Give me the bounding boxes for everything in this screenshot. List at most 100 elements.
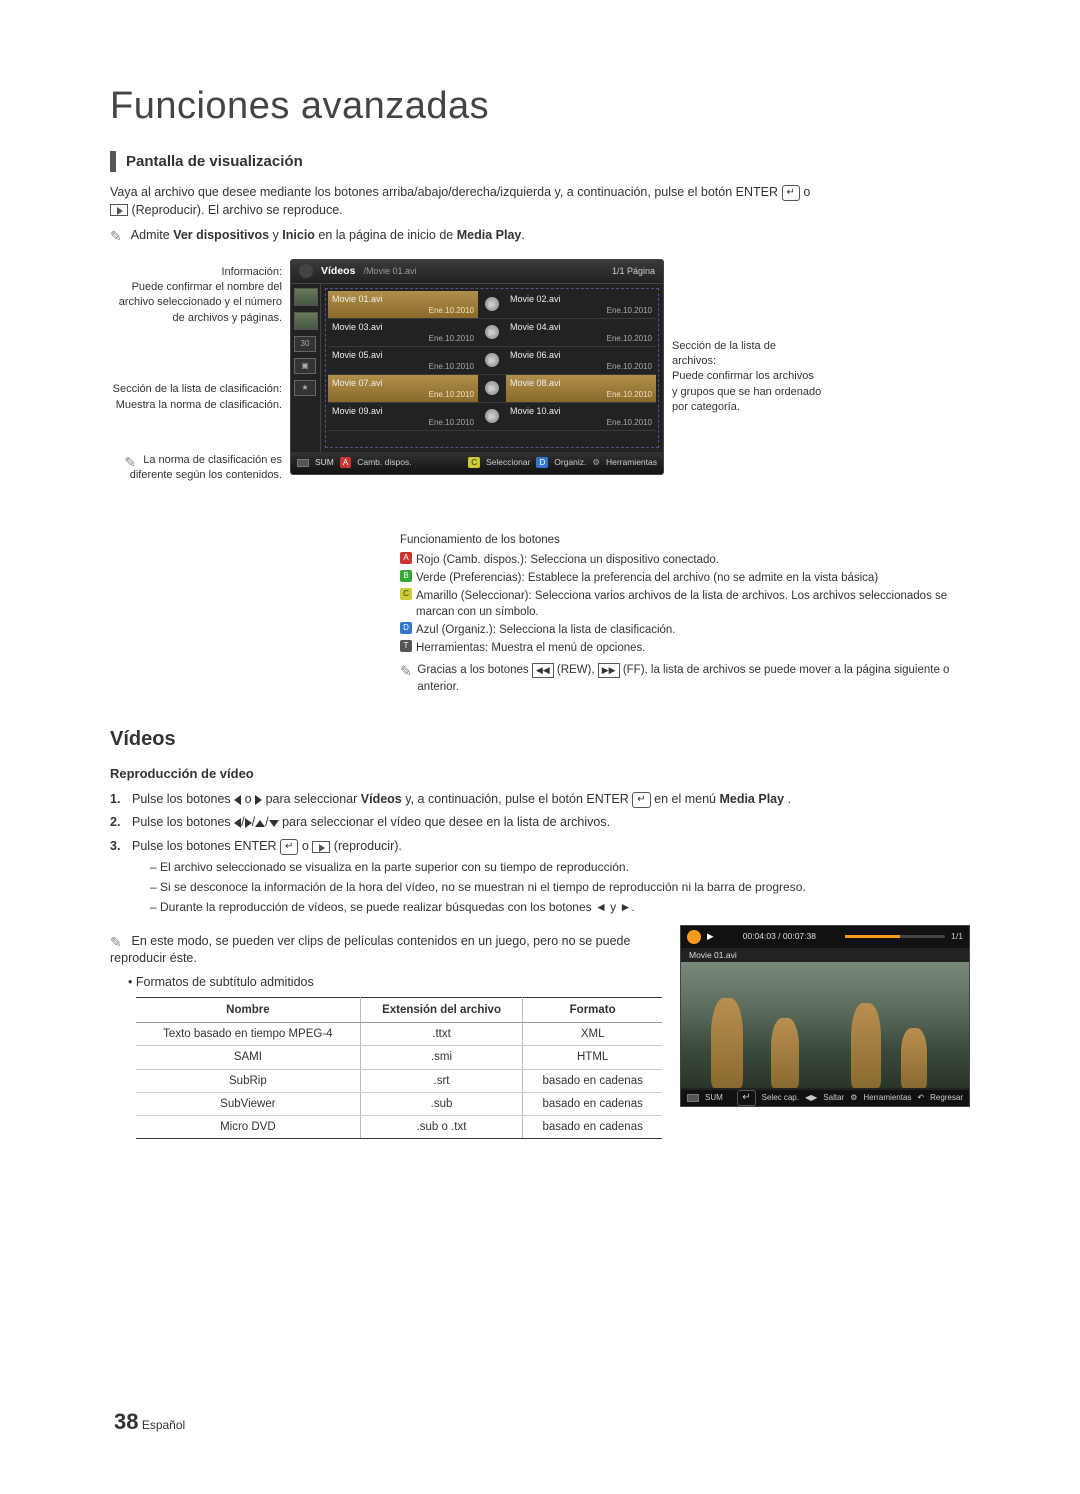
intro-text-a: Vaya al archivo que desee mediante los b…	[110, 185, 778, 199]
vp-return-icon: ↶	[917, 1092, 924, 1103]
file-cell[interactable]: Movie 05.aviEne.10.2010	[328, 347, 478, 375]
file-cell[interactable]: Movie 09.aviEne.10.2010	[328, 403, 478, 431]
triangle-left-icon	[234, 818, 241, 828]
button-a-text: Camb. dispos.	[357, 457, 411, 469]
tools-icon[interactable]: ⚙	[592, 457, 600, 469]
nav-note: ✎ Gracias a los botones ◀◀ (REW), ▶▶ (FF…	[400, 662, 970, 694]
page-title: Funciones avanzadas	[110, 80, 970, 133]
sidebar-sort-icon[interactable]: ▣	[294, 358, 316, 374]
play-button[interactable]: ▶	[478, 403, 506, 431]
step1-bold1: Vídeos	[361, 792, 402, 806]
dash-item: Durante la reproducción de vídeos, se pu…	[150, 899, 970, 916]
file-cell[interactable]: Movie 01.aviEne.10.2010	[328, 291, 478, 319]
table-cell: basado en cadenas	[523, 1115, 662, 1138]
note-bold3: Media Play	[457, 228, 522, 242]
bf-text: : Selecciona la lista de clasificación.	[493, 624, 676, 636]
callout-info-body: Puede confirmar el nombre del archivo se…	[110, 280, 282, 326]
nav-note-a: Gracias a los botones	[417, 664, 531, 676]
button-functions: Funcionamiento de los botones A Rojo (Cam…	[400, 532, 970, 695]
vp-herr[interactable]: Herramientas	[863, 1092, 911, 1103]
bf-title: Funcionamiento de los botones	[400, 532, 970, 548]
intro-text-b: o	[803, 185, 810, 199]
step-num: 3.	[110, 838, 132, 919]
step1-b: o	[245, 792, 255, 806]
step1-c: para seleccionar	[266, 792, 361, 806]
bf-row: DAzul (Organiz.): Selecciona la lista de…	[400, 622, 970, 638]
file-cell[interactable]: Movie 10.aviEne.10.2010	[506, 403, 656, 431]
file-cell[interactable]: Movie 07.aviEne.10.2010	[328, 375, 478, 403]
step-3: 3. Pulse los botones ENTER ↵ o (reproduc…	[110, 838, 970, 919]
ss-header: Vídeos /Movie 01.avi 1/1 Página	[291, 260, 663, 284]
bf-bold: Verde (Preferencias)	[416, 572, 521, 584]
dash-item: Si se desconoce la información de la hor…	[150, 879, 970, 896]
vp-saltar-icon: ◀▶	[805, 1092, 817, 1103]
play-button[interactable]: ▶	[478, 291, 506, 319]
sidebar-sort-icon[interactable]: ★	[294, 380, 316, 396]
step3-b: o	[302, 839, 312, 853]
step-num: 1.	[110, 791, 132, 809]
button-badge: T	[400, 640, 412, 652]
triangle-left-icon	[234, 795, 241, 805]
button-badge-d[interactable]: D	[536, 457, 548, 468]
vp-filename: Movie 01.avi	[689, 950, 737, 962]
sidebar-sort-icon[interactable]: 30	[294, 336, 316, 352]
step-1: 1. Pulse los botones o para seleccionar …	[110, 791, 970, 809]
step3-a: Pulse los botones ENTER	[132, 839, 277, 853]
vp-play-icon[interactable]: ▶	[707, 931, 714, 943]
play-button[interactable]: ▶	[478, 319, 506, 347]
file-cell[interactable]: Movie 03.aviEne.10.2010	[328, 319, 478, 347]
table-cell: .sub o .txt	[360, 1115, 523, 1138]
vp-progress[interactable]	[845, 935, 945, 938]
triangle-right-icon	[245, 818, 252, 828]
file-cell[interactable]: Movie 08.aviEne.10.2010	[506, 375, 656, 403]
callout-class-note: ✎ La norma de clasificación es diferente…	[110, 453, 282, 484]
tools-text: Herramientas	[606, 457, 657, 469]
page-number: 38 Español	[114, 1407, 185, 1438]
videos-note1: ✎ En este modo, se pueden ver clips de p…	[110, 933, 662, 968]
step3-dashes: El archivo seleccionado se visualiza en …	[132, 859, 970, 915]
note-mid: y	[273, 228, 283, 242]
play-button[interactable]: ▶	[478, 347, 506, 375]
play-button[interactable]: ▶	[478, 375, 506, 403]
bf-row: BVerde (Preferencias): Establece la pref…	[400, 570, 970, 586]
lower-right: ▶ 00:04:03 / 00:07:38 1/1 Movie 01.avi S…	[680, 925, 970, 1139]
button-badge-c[interactable]: C	[468, 457, 480, 468]
file-cell[interactable]: Movie 06.aviEne.10.2010	[506, 347, 656, 375]
bf-text: : Establece la preferencia del archivo (…	[521, 572, 878, 584]
sidebar-thumb[interactable]	[294, 312, 318, 330]
file-cell[interactable]: Movie 02.aviEne.10.2010	[506, 291, 656, 319]
subtitle-bullet: • Formatos de subtítulo admitidos	[128, 974, 662, 992]
button-badge: A	[400, 552, 412, 564]
vp-top: ▶ 00:04:03 / 00:07:38 1/1	[681, 926, 969, 948]
file-cell[interactable]: Movie 04.aviEne.10.2010	[506, 319, 656, 347]
callout-files-body: Puede confirmar los archivos y grupos qu…	[672, 369, 822, 415]
callout-classification: Sección de la lista de clasificación: Mu…	[110, 382, 282, 413]
vp-selcap[interactable]: Selec cap.	[762, 1092, 799, 1103]
bf-row: CAmarillo (Seleccionar): Selecciona vari…	[400, 588, 970, 620]
vp-sum: SUM	[705, 1092, 723, 1103]
bf-bold: Amarillo (Seleccionar)	[416, 590, 528, 602]
intro-text-c: (Reproducir). El archivo se reproduce.	[131, 203, 342, 217]
triangle-down-icon	[269, 820, 279, 827]
ss-path: /Movie 01.avi	[363, 265, 604, 278]
button-badge-a[interactable]: A	[340, 457, 351, 468]
table-cell: basado en cadenas	[523, 1069, 662, 1092]
note-prefix: Admite	[131, 228, 173, 242]
table-cell: .ttxt	[360, 1023, 523, 1046]
button-c-text: Seleccionar	[486, 457, 530, 469]
device-icon	[297, 459, 309, 467]
vp-reg[interactable]: Regresar	[930, 1092, 963, 1103]
vp-saltar[interactable]: Saltar	[823, 1092, 844, 1103]
section-heading-display: Pantalla de visualización	[110, 151, 970, 172]
videos-note1-text: En este modo, se pueden ver clips de pel…	[110, 934, 630, 966]
bf-bold: Rojo (Camb. dispos.)	[416, 554, 524, 566]
table-header: Nombre	[136, 998, 360, 1023]
table-cell: HTML	[523, 1046, 662, 1069]
table-row: SubViewer.subbasado en cadenas	[136, 1092, 662, 1115]
table-cell: .sub	[360, 1092, 523, 1115]
vp-media-icon	[687, 930, 701, 944]
table-cell: SubRip	[136, 1069, 360, 1092]
note-icon: ✎	[110, 933, 124, 947]
sidebar-thumb[interactable]	[294, 288, 318, 306]
enter-icon: ↵	[632, 792, 650, 808]
